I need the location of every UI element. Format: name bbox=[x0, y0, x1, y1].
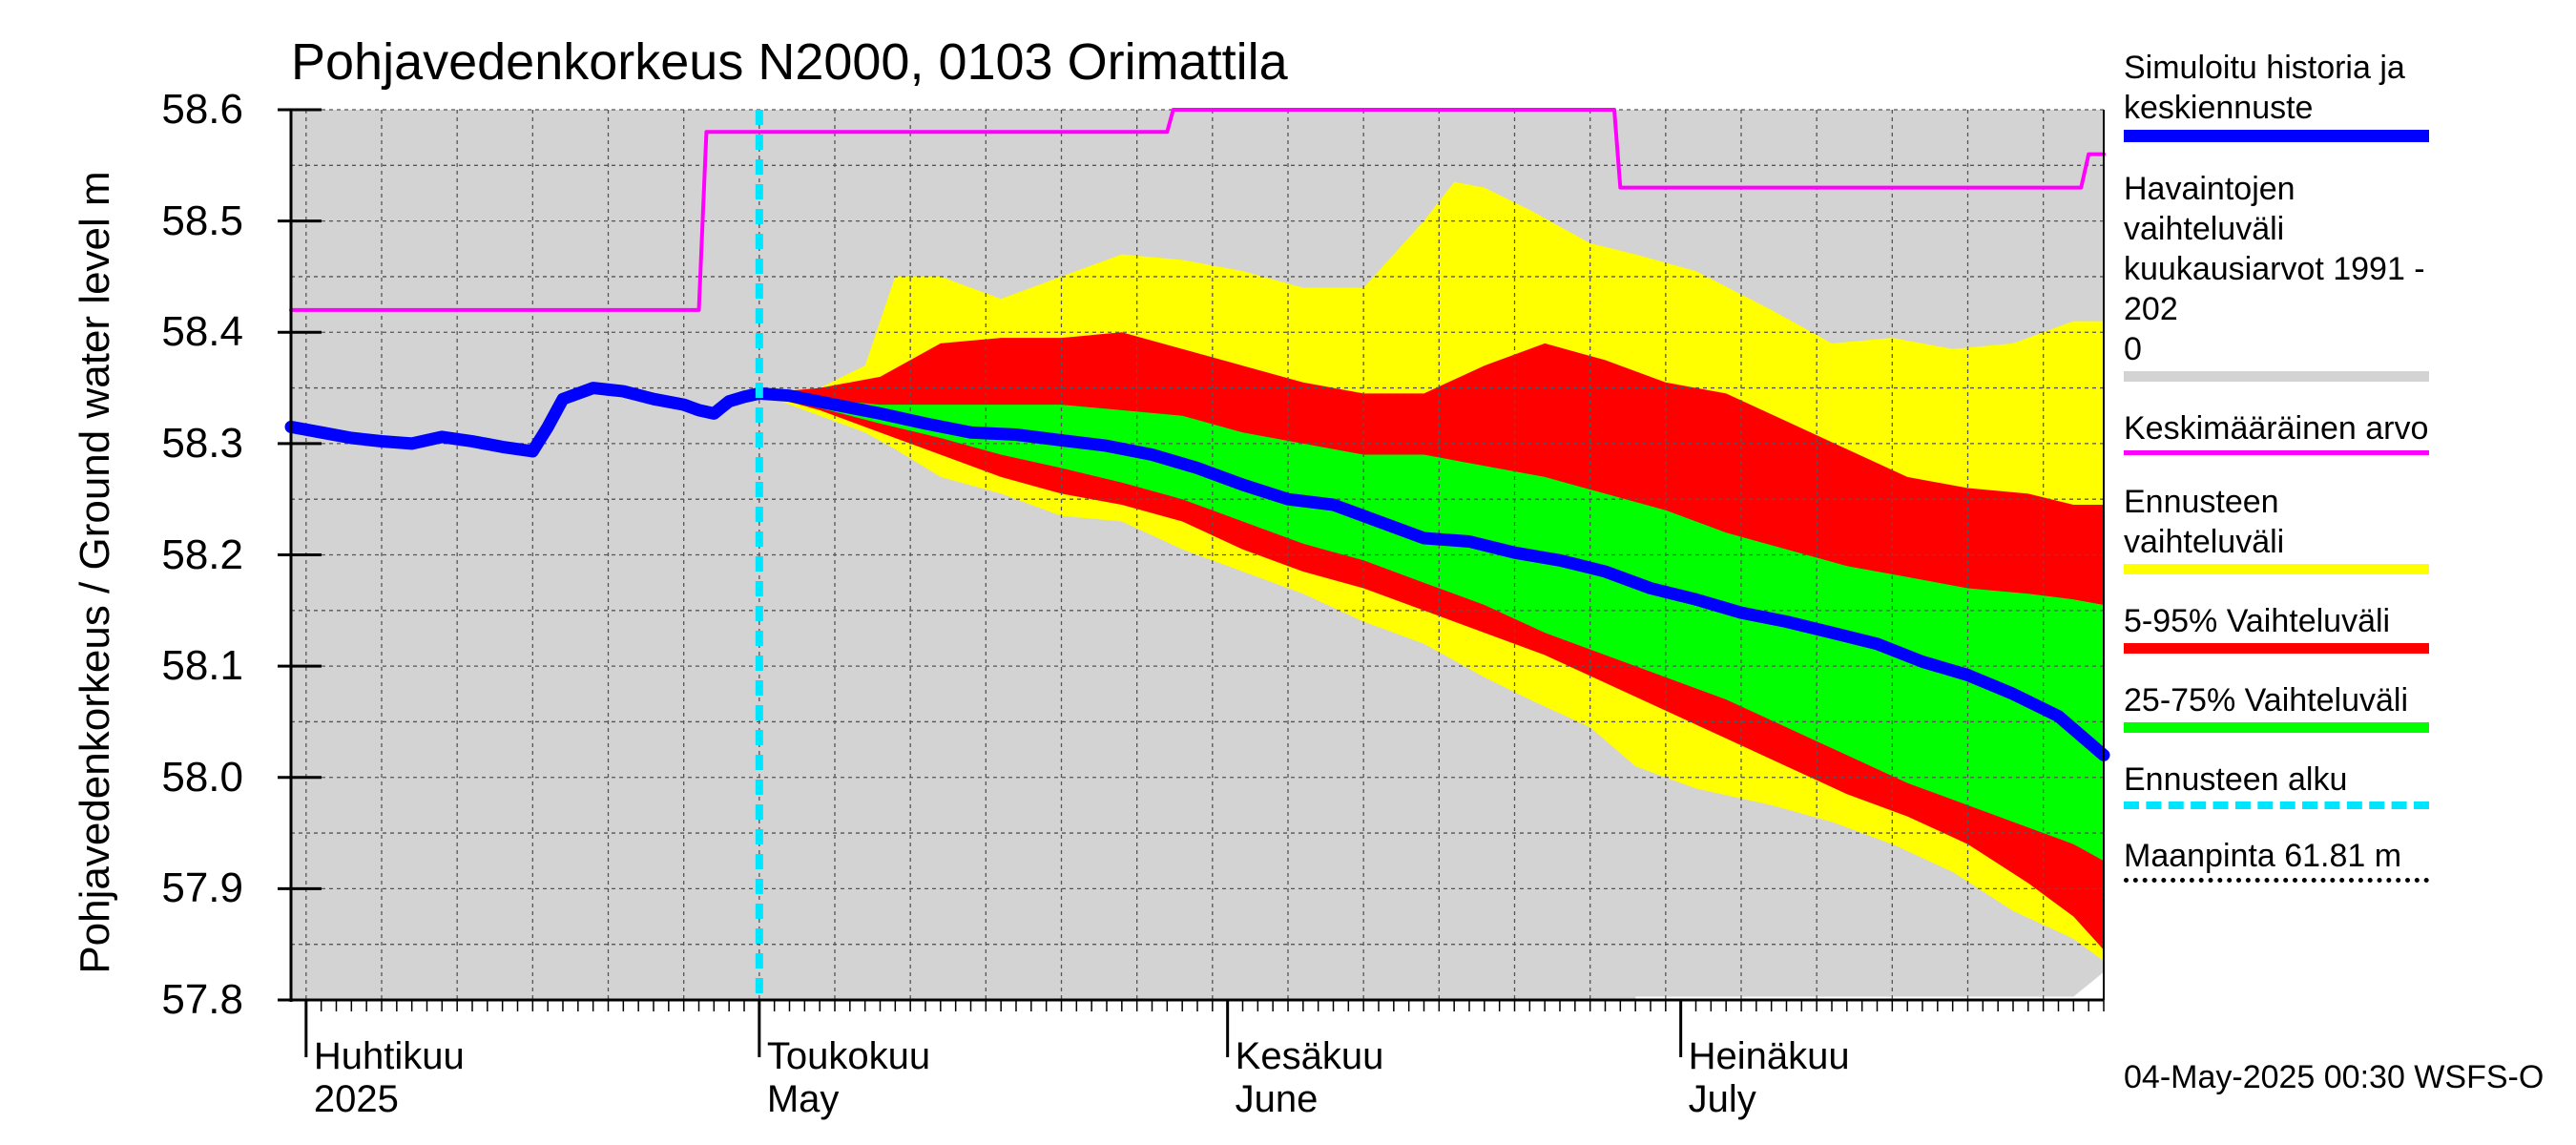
x-month-label-en: May bbox=[767, 1078, 840, 1121]
legend-label: Simuloitu historia ja keskiennuste bbox=[2124, 48, 2439, 128]
y-tick-label: 58.3 bbox=[161, 420, 243, 468]
x-month-label-en: June bbox=[1236, 1078, 1319, 1121]
legend-swatch bbox=[2124, 643, 2429, 654]
y-tick-label: 58.2 bbox=[161, 531, 243, 579]
y-tick-label: 57.9 bbox=[161, 864, 243, 912]
legend-swatch bbox=[2124, 802, 2429, 809]
legend-item: Ennusteen alku bbox=[2124, 760, 2439, 809]
y-tick-label: 58.5 bbox=[161, 198, 243, 245]
legend-swatch bbox=[2124, 878, 2429, 883]
timestamp-footer: 04-May-2025 00:30 WSFS-O bbox=[2124, 1059, 2544, 1096]
x-month-label-en: July bbox=[1689, 1078, 1756, 1121]
legend-swatch bbox=[2124, 564, 2429, 574]
legend-label: Ennusteen alku bbox=[2124, 760, 2439, 800]
legend-label: Havaintojen vaihteluväli kuukausiarvot 1… bbox=[2124, 169, 2439, 369]
chart-bands bbox=[291, 110, 2104, 1000]
x-month-label-en: 2025 bbox=[314, 1078, 399, 1121]
y-tick-label: 58.4 bbox=[161, 308, 243, 356]
x-month-label-fi: Kesäkuu bbox=[1236, 1035, 1384, 1078]
x-month-label-fi: Toukokuu bbox=[767, 1035, 930, 1078]
legend-item: 5-95% Vaihteluväli bbox=[2124, 601, 2439, 654]
legend-swatch bbox=[2124, 722, 2429, 733]
legend-item: Simuloitu historia ja keskiennuste bbox=[2124, 48, 2439, 142]
legend: Simuloitu historia ja keskiennuste Havain… bbox=[2124, 48, 2439, 909]
legend-item: Havaintojen vaihteluväli kuukausiarvot 1… bbox=[2124, 169, 2439, 382]
legend-label: Keskimääräinen arvo bbox=[2124, 408, 2439, 448]
y-axis-title: Pohjavedenkorkeus / Ground water level m bbox=[72, 171, 119, 973]
legend-label: 5-95% Vaihteluväli bbox=[2124, 601, 2439, 641]
x-month-label-fi: Heinäkuu bbox=[1689, 1035, 1850, 1078]
chart-title: Pohjavedenkorkeus N2000, 0103 Orimattila bbox=[291, 32, 1288, 92]
legend-swatch bbox=[2124, 371, 2429, 382]
x-month-label-fi: Huhtikuu bbox=[314, 1035, 465, 1078]
y-tick-label: 58.6 bbox=[161, 86, 243, 134]
y-tick-label: 58.1 bbox=[161, 642, 243, 690]
legend-swatch bbox=[2124, 130, 2429, 142]
legend-label: 25-75% Vaihteluväli bbox=[2124, 680, 2439, 720]
legend-item: Keskimääräinen arvo bbox=[2124, 408, 2439, 455]
y-tick-label: 58.0 bbox=[161, 754, 243, 802]
legend-item: Maanpinta 61.81 m bbox=[2124, 836, 2439, 883]
legend-item: 25-75% Vaihteluväli bbox=[2124, 680, 2439, 733]
legend-item: Ennusteen vaihteluväli bbox=[2124, 482, 2439, 574]
y-tick-label: 57.8 bbox=[161, 976, 243, 1024]
legend-label: Ennusteen vaihteluväli bbox=[2124, 482, 2439, 562]
legend-swatch bbox=[2124, 450, 2429, 455]
legend-label: Maanpinta 61.81 m bbox=[2124, 836, 2439, 876]
